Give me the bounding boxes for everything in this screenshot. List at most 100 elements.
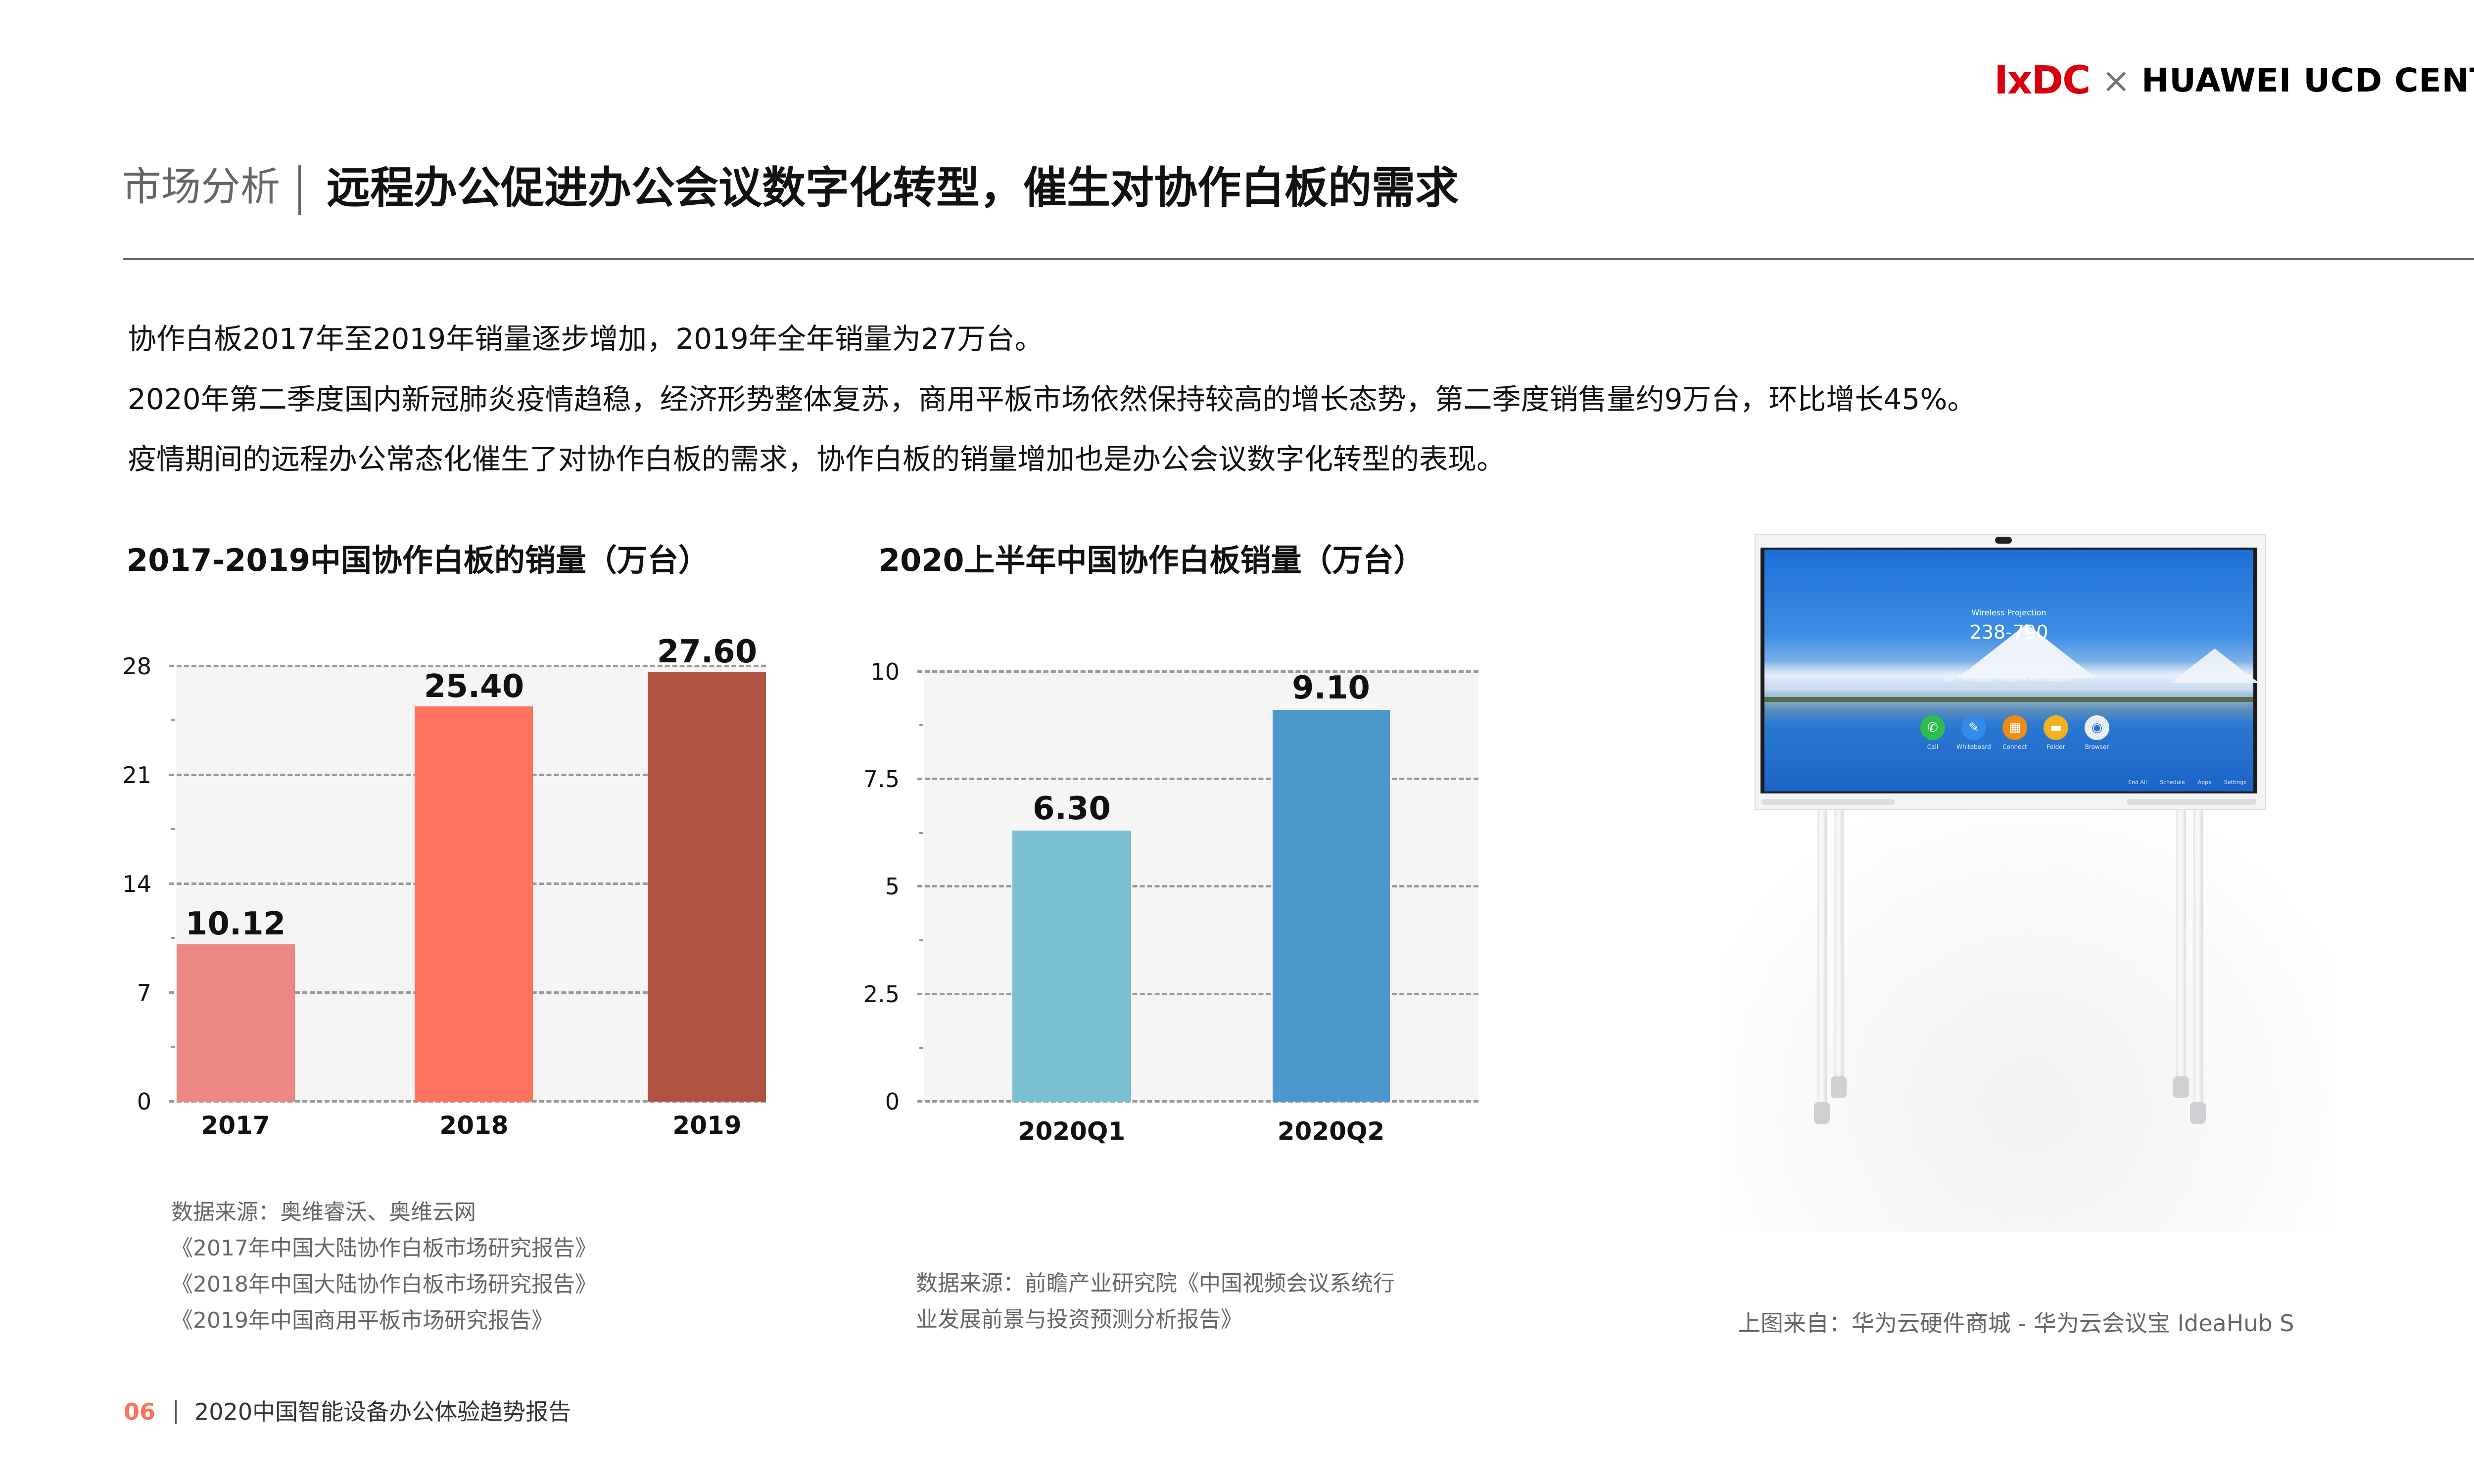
caster-wheel — [2190, 1102, 2206, 1124]
value-label: 27.60 — [657, 634, 758, 670]
call-icon: ✆ — [1920, 715, 1945, 740]
app-label: Call — [1927, 743, 1939, 750]
ixdc-logo: IxDC — [1994, 58, 2091, 103]
gridline — [917, 993, 1478, 995]
page-title: 远程办公促进办公会议数字化转型，催生对协作白板的需求 — [327, 162, 1459, 213]
x-tick-label: 2018 — [439, 1111, 509, 1140]
device-screen: Wireless Projection 238-790 Say " Hey Sc… — [1760, 548, 2257, 793]
screen-bottom-bar: End All Schedule Apps Settings — [2128, 779, 2246, 786]
minor-tick — [171, 937, 175, 939]
speaker-grille — [1761, 799, 1895, 805]
app-label: Browser — [2085, 743, 2109, 750]
title-divider — [298, 165, 301, 215]
shoreline-graphic — [1764, 697, 2253, 702]
device-shadow-backdrop — [1722, 811, 2335, 1232]
section-label: 市场分析 — [122, 164, 280, 210]
y-tick-label: 0 — [137, 1088, 151, 1115]
settings-label: Settings — [2224, 779, 2246, 786]
chart-2-source: 数据来源：前瞻产业研究院《中国视频会议系统行 业发展前景与投资预测分析报告》 — [916, 1265, 1395, 1338]
minor-tick — [171, 1046, 175, 1048]
gridline — [917, 885, 1478, 887]
connect-icon: ▦ — [2002, 715, 2027, 740]
caster-wheel — [1814, 1102, 1830, 1124]
brand-logo: IxDC × HUAWEI UCD CENTER — [1994, 58, 2474, 103]
huawei-ucd-logo: HUAWEI UCD CENTER — [2141, 61, 2474, 99]
gridline — [169, 665, 766, 667]
gridline — [917, 670, 1478, 673]
source-line: 数据来源：前瞻产业研究院《中国视频会议系统行 — [916, 1271, 1395, 1296]
source-line: 数据来源：奥维睿沃、奥维云网 — [171, 1200, 476, 1225]
minor-tick — [171, 719, 175, 721]
camera-icon — [1995, 537, 2012, 544]
end-all-label: End All — [2128, 779, 2147, 786]
chart-title: 2020上半年中国协作白板销量（万台） — [879, 542, 1425, 578]
screen-wallpaper: Wireless Projection 238-790 Say " Hey Sc… — [1764, 550, 2257, 791]
apps-label: Apps — [2197, 779, 2211, 786]
bar-2020q1 — [1012, 831, 1131, 1102]
folder-icon: ▬ — [2044, 715, 2068, 740]
stand-leg — [2176, 810, 2186, 1080]
bar-2018 — [415, 706, 533, 1102]
value-label: 9.10 — [1292, 670, 1370, 706]
schedule-label: Schedule — [2160, 779, 2185, 786]
cross-icon: × — [2101, 60, 2131, 101]
body-paragraph: 2020年第二季度国内新冠肺炎疫情趋稳，经济形势整体复苏，商用平板市场依然保持较… — [128, 382, 1976, 416]
chart-1-plot: 28 21 14 7 0 10.12 25.40 27.60 2017 2018… — [122, 636, 766, 1138]
minor-tick — [919, 939, 923, 941]
chart-1-source: 数据来源：奥维睿沃、奥维云网 《2017年中国大陆协作白板市场研究报告》 《20… — [171, 1194, 597, 1339]
minor-tick — [919, 1047, 923, 1049]
y-tick-label: 0 — [885, 1088, 900, 1115]
source-line: 《2019年中国商用平板市场研究报告》 — [171, 1308, 553, 1333]
minor-tick — [919, 724, 923, 726]
stand-leg — [2193, 810, 2203, 1107]
stand-leg — [1834, 810, 1844, 1080]
y-tick-label: 14 — [122, 871, 151, 897]
minor-tick — [171, 828, 175, 830]
browser-icon: ◉ — [2085, 715, 2109, 740]
source-line: 《2017年中国大陆协作白板市场研究报告》 — [171, 1236, 597, 1261]
image-caption: 上图来自：华为云硬件商城 - 华为云会议宝 IdeaHub S — [1738, 1310, 2294, 1337]
y-tick-label: 7.5 — [863, 766, 900, 792]
footer-divider — [175, 1400, 177, 1424]
whiteboard-icon: ✎ — [1961, 715, 1986, 740]
report-title: 2020中国智能设备办公体验趋势报告 — [194, 1398, 571, 1425]
bar-2019 — [648, 672, 766, 1102]
x-tick-label: 2020Q1 — [1018, 1117, 1126, 1146]
caster-wheel — [1831, 1076, 1847, 1098]
source-line: 业发展前景与投资预测分析报告》 — [916, 1307, 1242, 1332]
source-line: 《2018年中国大陆协作白板市场研究报告》 — [171, 1272, 597, 1297]
projection-code: 238-790 — [1969, 621, 2048, 643]
cloud-graphic — [1764, 661, 2253, 691]
speaker-grille — [2127, 799, 2256, 805]
header-rule — [123, 258, 2474, 260]
x-tick-label: 2020Q2 — [1277, 1117, 1385, 1146]
minor-tick — [919, 832, 923, 834]
value-label: 25.40 — [424, 668, 524, 705]
caster-wheel — [2173, 1076, 2189, 1098]
value-label: 10.12 — [185, 906, 286, 942]
gridline — [917, 1100, 1478, 1103]
y-tick-label: 2.5 — [863, 981, 900, 1008]
y-tick-label: 10 — [870, 658, 900, 685]
value-label: 6.30 — [1033, 790, 1111, 827]
stand-leg — [1817, 810, 1827, 1107]
page-number: 06 — [124, 1398, 156, 1425]
y-tick-label: 21 — [122, 762, 151, 788]
gridline — [917, 778, 1478, 780]
voice-hint: Say " Hey Scotty " to talk to voice assi… — [1944, 675, 2074, 682]
y-tick-label: 5 — [885, 873, 900, 900]
y-tick-label: 28 — [122, 653, 151, 680]
y-tick-label: 7 — [137, 979, 151, 1006]
bar-2020q2 — [1273, 710, 1390, 1102]
chart-2-plot: 10 7.5 5 2.5 0 6.30 9.10 2020Q1 2020Q2 — [863, 660, 1478, 1144]
x-tick-label: 2017 — [201, 1111, 270, 1140]
x-tick-label: 2019 — [672, 1111, 742, 1140]
chart-title: 2017-2019中国协作白板的销量（万台） — [127, 542, 709, 578]
bar-2017 — [177, 944, 295, 1102]
body-paragraph: 协作白板2017年至2019年销量逐步增加，2019年全年销量为27万台。 — [128, 322, 1044, 356]
footer: 06 2020中国智能设备办公体验趋势报告 — [124, 1400, 571, 1424]
app-label: Connect — [2002, 743, 2027, 750]
body-paragraph: 疫情期间的远程办公常态化催生了对协作白板的需求，协作白板的销量增加也是办公会议数… — [128, 442, 1506, 476]
app-label: Folder — [2046, 743, 2065, 750]
app-label: Whiteboard — [1956, 743, 1991, 750]
